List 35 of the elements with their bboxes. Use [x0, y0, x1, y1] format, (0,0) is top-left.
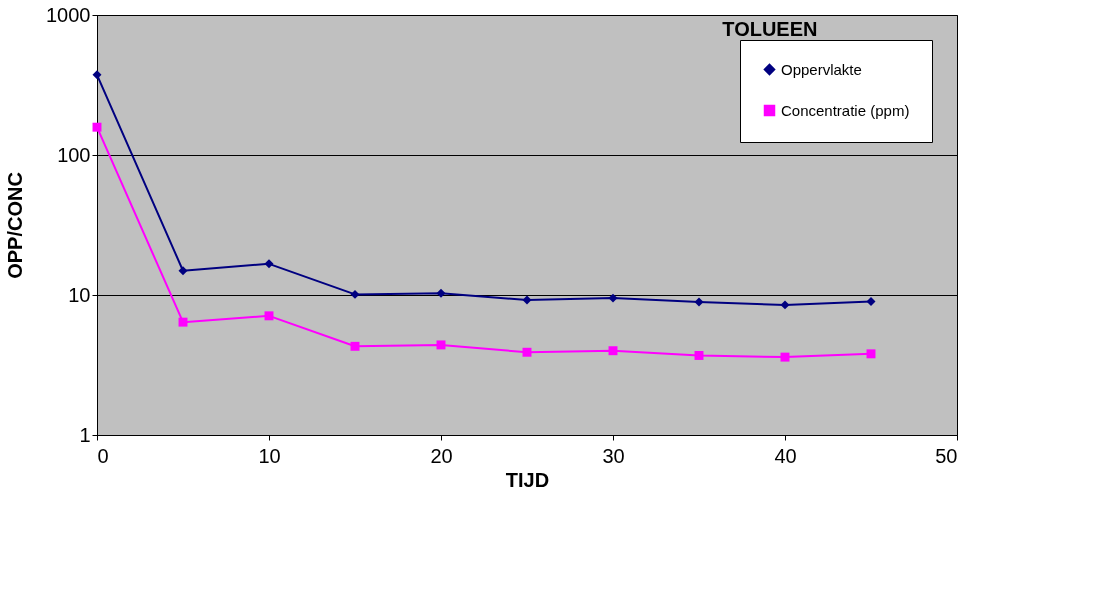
point	[350, 289, 360, 299]
y-axis-title: OPP/CONC	[4, 172, 27, 279]
point	[780, 300, 790, 310]
point	[178, 266, 188, 276]
x-tick-label: 50	[935, 444, 958, 467]
y-tick-label: 100	[57, 143, 91, 166]
x-tick-label: 0	[97, 444, 109, 467]
point	[608, 293, 618, 303]
x-tick-label: 40	[774, 444, 797, 467]
point	[522, 347, 532, 357]
legend-label: Oppervlakte	[781, 60, 862, 78]
point	[92, 70, 102, 80]
x-axis-title: TIJD	[505, 468, 550, 491]
point	[178, 317, 188, 327]
point	[264, 311, 274, 321]
point	[694, 297, 704, 307]
point	[350, 341, 360, 351]
x-tick-label: 20	[430, 444, 453, 467]
point	[866, 349, 876, 359]
point	[866, 296, 876, 306]
legend-label: Concentratie (ppm)	[781, 101, 910, 119]
chart-title: TOLUEEN	[722, 18, 818, 40]
x-tick-label: 30	[602, 444, 625, 467]
y-tick-label: 10	[68, 283, 91, 306]
point	[436, 288, 446, 298]
y-tick-label: 1000	[46, 3, 91, 26]
point	[92, 122, 102, 132]
y-tick-label: 1	[79, 423, 91, 446]
point	[522, 295, 532, 305]
point	[264, 259, 274, 269]
point	[694, 350, 704, 360]
x-tick-label: 10	[258, 444, 281, 467]
point	[436, 340, 446, 350]
point	[608, 346, 618, 356]
point	[780, 352, 790, 362]
